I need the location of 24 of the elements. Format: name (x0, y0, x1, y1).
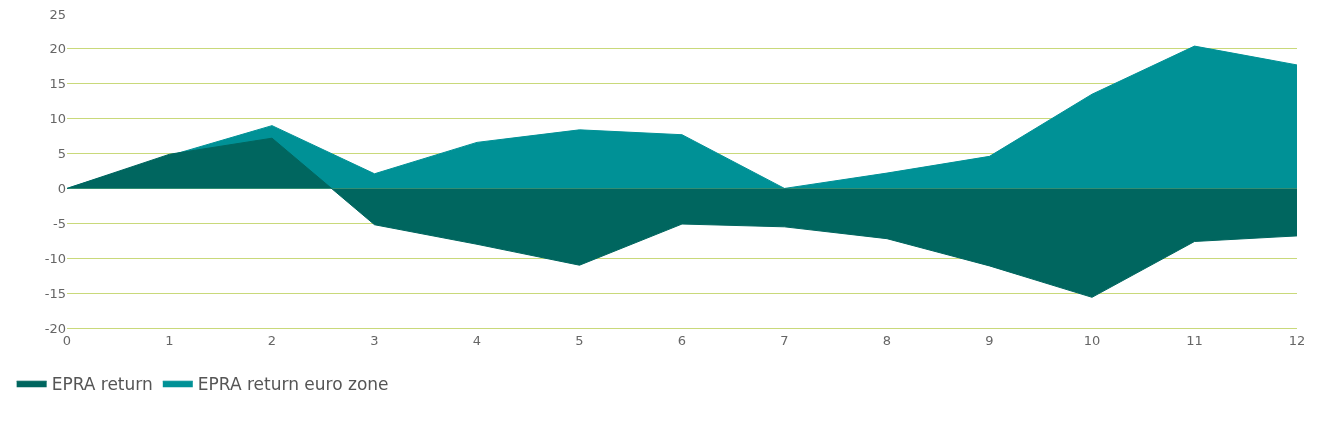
x-tick-label: 8 (882, 332, 892, 348)
x-tick-label: 7 (780, 332, 789, 348)
x-tick-label: 6 (677, 332, 687, 348)
x-tick-label: 9 (985, 332, 994, 348)
y-tick-label: -5 (53, 215, 66, 231)
x-tick-label: 11 (1186, 332, 1203, 348)
y-tick-label: 0 (57, 180, 66, 196)
y-tick-label: 20 (49, 41, 66, 57)
x-tick-label: 1 (165, 332, 174, 348)
y-tick-label: 5 (57, 146, 66, 162)
y-tick-label: -10 (44, 250, 66, 266)
x-tick-label: 2 (267, 332, 277, 348)
x-tick-label: 4 (472, 332, 482, 348)
y-tick-label: 25 (49, 6, 66, 22)
y-tick-label: -15 (44, 285, 66, 301)
x-tick-label: 12 (1288, 332, 1306, 348)
y-tick-label: 10 (49, 111, 66, 127)
legend-label: EPRA return euro zone (197, 373, 389, 394)
x-tick-label: 5 (575, 332, 584, 348)
y-tick-label: 15 (49, 76, 66, 92)
y-tick-label: -20 (44, 320, 66, 336)
x-tick-label: 10 (1083, 332, 1101, 348)
x-tick-label: 3 (370, 332, 379, 348)
legend-label: EPRA return (51, 373, 153, 394)
